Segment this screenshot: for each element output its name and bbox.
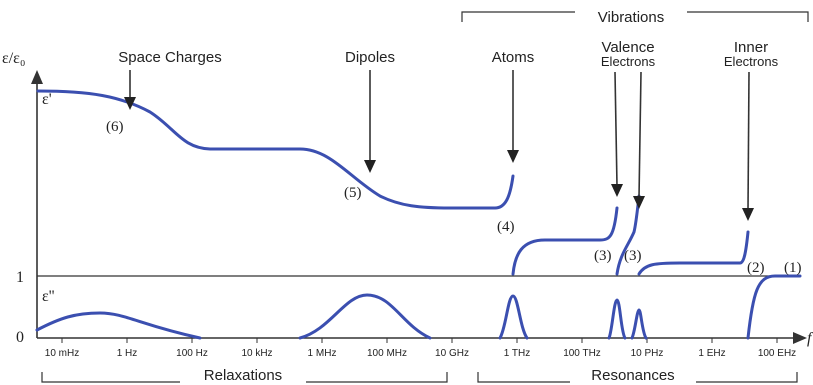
y-axis-label: ε/ε₀ <box>2 50 25 67</box>
x-tick-label: 1 THz <box>504 348 531 359</box>
x-tick-label: 1 MHz <box>308 348 337 359</box>
resonances-bracket: Resonances <box>477 366 798 384</box>
x-tick-label: 10 kHz <box>241 348 272 359</box>
eps-real-label: ε' <box>42 91 52 108</box>
region-number-3a: (3) <box>594 248 612 264</box>
x-tick-label: 10 PHz <box>631 348 664 359</box>
inner-electrons-annotation: Inner Electrons <box>724 39 779 221</box>
x-tick-label: 100 Hz <box>176 348 208 359</box>
inner-label: Inner <box>734 39 768 56</box>
x-axis: f 10 mHz 1 Hz 100 Hz 10 kHz 1 MHz 100 MHz 10 G… <box>37 330 813 359</box>
atoms-label: Atoms <box>492 49 535 66</box>
region-number-6: (6) <box>106 119 124 135</box>
arrow-down-icon <box>364 160 376 173</box>
region-number-2: (2) <box>747 260 765 276</box>
relaxations-label: Relaxations <box>204 367 282 384</box>
vibrations-bracket: Vibrations <box>461 9 809 26</box>
x-tick-label: 10 GHz <box>435 348 469 359</box>
region-number-1: (1) <box>784 260 802 276</box>
valence-electrons-annotation: Valence Electrons <box>601 39 656 209</box>
space-charges-label: Space Charges <box>118 49 221 66</box>
arrow-down-icon <box>742 208 754 221</box>
eps-imag-curve <box>35 293 648 340</box>
valence-electrons-label: Electrons <box>601 54 656 69</box>
relaxations-bracket: Relaxations <box>41 366 448 384</box>
x-tick-label: 1 Hz <box>117 348 138 359</box>
eps-imag-label: ε'' <box>42 288 55 305</box>
arrow-down-icon <box>633 196 645 209</box>
region-number-3b: (3) <box>624 248 642 264</box>
valence-label: Valence <box>601 39 654 56</box>
dipoles-label: Dipoles <box>345 49 395 66</box>
x-tick-label: 1 EHz <box>698 348 725 359</box>
atoms-annotation: Atoms <box>492 49 535 163</box>
x-tick-label: 100 MHz <box>367 348 407 359</box>
arrow-down-icon <box>507 150 519 163</box>
resonances-label: Resonances <box>591 367 674 384</box>
x-tick-label: 10 mHz <box>45 348 79 359</box>
y-axis-one-label: 1 <box>16 269 24 286</box>
vibrations-label: Vibrations <box>598 9 664 26</box>
arrow-down-icon <box>124 97 136 110</box>
dipoles-annotation: Dipoles <box>345 49 395 173</box>
y-axis: ε/ε₀ 1 0 <box>2 50 43 346</box>
arrow-down-icon <box>611 184 623 197</box>
space-charges-annotation: Space Charges <box>118 49 222 110</box>
svg-text:f: f <box>807 330 813 347</box>
eps-real-curve <box>36 89 802 340</box>
y-axis-zero-label: 0 <box>16 329 24 346</box>
x-tick-label: 100 THz <box>563 348 601 359</box>
inner-electrons-label: Electrons <box>724 54 779 69</box>
region-number-4: (4) <box>497 219 515 235</box>
x-tick-label: 100 EHz <box>758 348 796 359</box>
region-number-5: (5) <box>344 185 362 201</box>
